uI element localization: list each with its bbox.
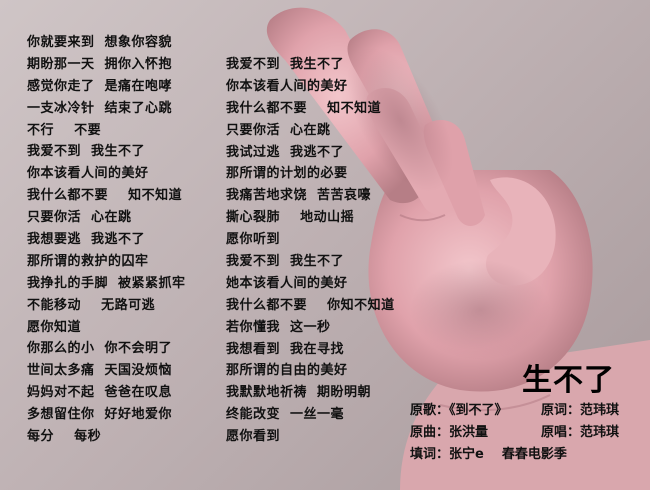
lyric-line: 我爱不到 我生不了 (226, 254, 345, 270)
credit-composer: 原曲：张洪量 (410, 425, 489, 440)
lyric-line: 我默默地祈祷 期盼明朝 (226, 385, 372, 401)
credit-original-song: 原歌：《到不了》 (410, 403, 508, 418)
lyric-line: 期盼那一天 拥你入怀抱 (27, 56, 173, 72)
lyric-line: 我什么都不要 知不知道 (27, 188, 183, 204)
credit-original-lyrics: 原词：范玮琪 (541, 403, 620, 418)
lyric-line: 感觉你走了 是痛在咆哮 (27, 78, 173, 94)
lyric-line: 终能改变 一丝一毫 (226, 407, 345, 423)
lyric-line: 若你懂我 这一秒 (226, 319, 331, 335)
lyric-line: 她本该看人间的美好 (226, 275, 348, 291)
lyric-line: 世间太多痛 天国没烦恼 (27, 363, 173, 379)
lyric-line: 那所谓的计划的必要 (226, 166, 348, 182)
lyric-line: 一支冰冷针 结束了心跳 (27, 100, 173, 116)
lyric-line: 你就要来到 想象你容貌 (27, 35, 173, 50)
lyric-line: 那所谓的自由的美好 (226, 363, 348, 379)
lyric-line: 我什么都不要 知不知道 (226, 100, 382, 116)
lyric-line: 妈妈对不起 爸爸在叹息 (27, 385, 173, 401)
lyric-line: 愿你知道 (27, 319, 82, 335)
lyrics-left-column: 你就要来到 想象你容貌 期盼那一天 拥你入怀抱 感觉你走了 是痛在咆哮 一支冰冷针 结… (27, 32, 186, 448)
lyric-line: 那所谓的救护的囚牢 (27, 253, 149, 269)
lyric-line: 你本该看人间的美好 (27, 166, 149, 182)
lyric-line: 你那么的小 你不会明了 (27, 341, 173, 357)
lyric-line: 愿你听到 (226, 232, 281, 248)
lyric-line: 你本该看人间的美好 (226, 78, 348, 94)
lyric-line: 只要你活 心在跳 (226, 122, 331, 138)
lyric-line: 不行 不要 (27, 122, 102, 138)
lyric-line: 我痛苦地求饶 苦苦哀嚎 (226, 188, 372, 204)
lyric-line: 我试过逃 我逃不了 (226, 144, 345, 160)
lyric-line: 多想留住你 好好地爱你 (27, 407, 173, 423)
lyric-line: 我爱不到 我生不了 (226, 57, 345, 72)
baby-hand-photo (266, 7, 650, 490)
lyric-line: 我挣扎的手脚 被紧紧抓牢 (27, 275, 186, 291)
lyric-line: 我想要逃 我逃不了 (27, 232, 146, 248)
lyric-line: 我想看到 我在寻找 (226, 341, 345, 357)
lyric-line: 我爱不到 我生不了 (27, 144, 146, 160)
lyric-line: 撕心裂肺 地动山摇 (226, 210, 355, 226)
song-title: 生不了 (522, 363, 615, 398)
lyrics-right-column: 我爱不到 我生不了 你本该看人间的美好我什么都不要 知不知道 只要你活 心在跳 我试过… (226, 54, 395, 448)
lyric-line: 只要你活 心在跳 (27, 210, 132, 226)
lyric-line: 我什么都不要 你知不知道 (226, 297, 395, 313)
lyric-line: 愿你看到 (226, 429, 281, 445)
lyric-line: 不能移动 无路可逃 (27, 297, 156, 313)
lyric-line: 每分 每秒 (27, 429, 102, 445)
credit-original-singer: 原唱：范玮琪 (541, 425, 620, 440)
credit-lyricist: 填词：张宁e 春春电影季 (410, 447, 567, 462)
